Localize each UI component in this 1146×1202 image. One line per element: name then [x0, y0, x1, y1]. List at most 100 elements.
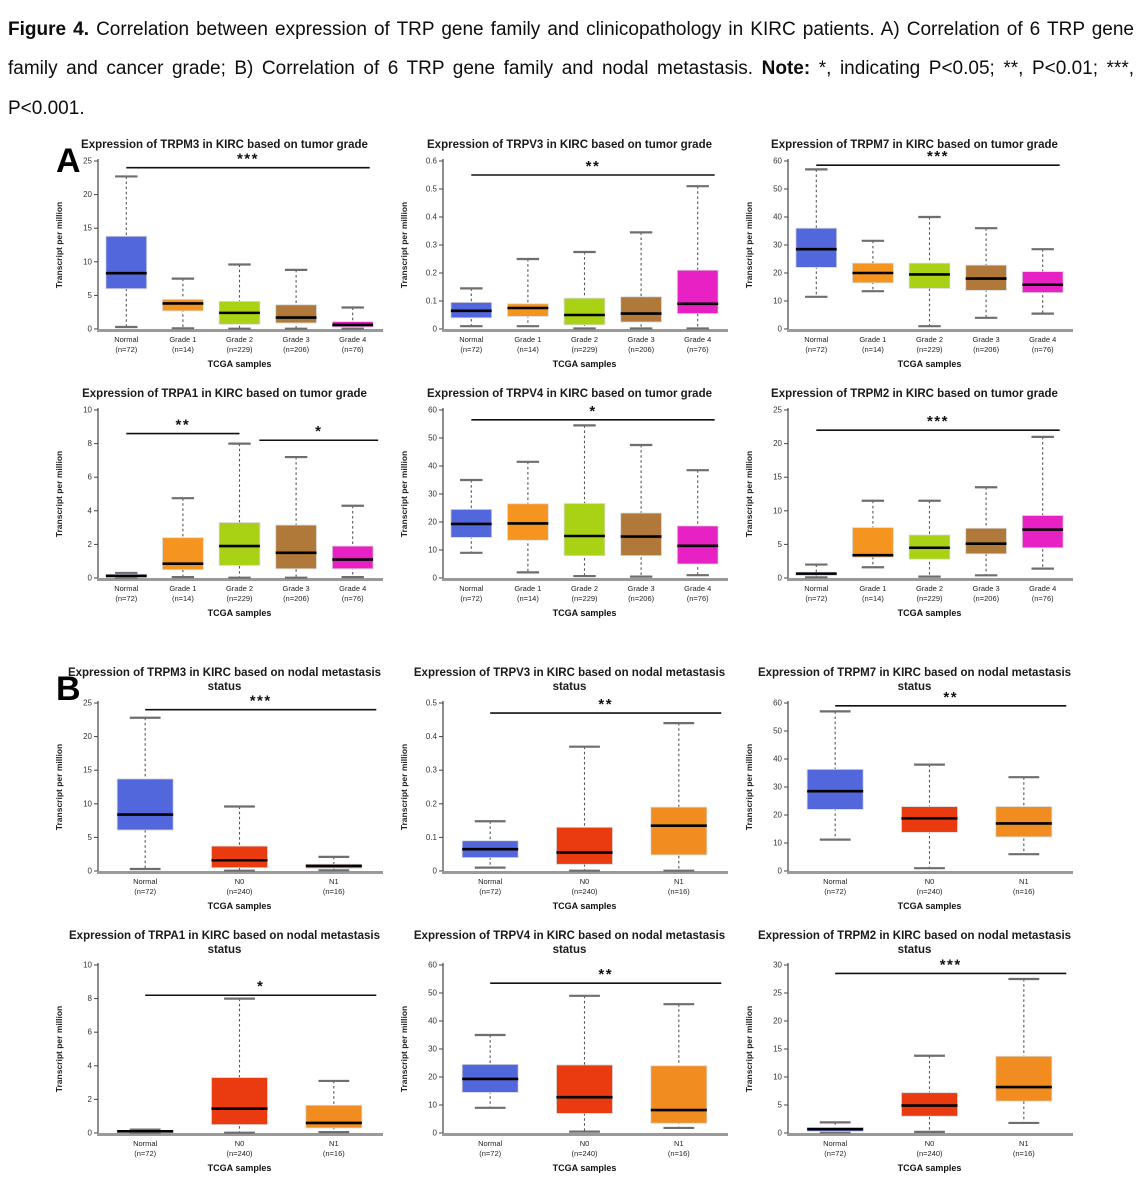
category-count: (n=206): [628, 594, 655, 603]
y-tick-label: 5: [88, 833, 93, 842]
category-label: Grade 4: [339, 335, 366, 344]
category-count: (n=16): [1013, 1149, 1035, 1158]
y-tick-label: 10: [428, 545, 437, 554]
category-count: (n=240): [916, 1149, 943, 1158]
significance-stars: ***: [250, 692, 272, 709]
y-tick-label: 30: [428, 1045, 437, 1054]
category-label: N1: [329, 877, 339, 886]
significance-stars: *: [589, 403, 596, 420]
category-count: (n=206): [283, 345, 310, 354]
category-label: Grade 1: [514, 335, 541, 344]
y-axis-label: Transcript per million: [744, 744, 754, 830]
chart-trpv4-nodal: Expression of TRPV4 in KIRC based on nod…: [397, 929, 742, 1178]
significance-stars: **: [586, 158, 601, 175]
y-tick-label: 0.5: [426, 698, 438, 707]
chart-trpm3-nodal: Expression of TRPM3 in KIRC based on nod…: [52, 666, 397, 915]
figure-caption-note-body: *, indicating P<0.05; **, P<0.01; ***, P…: [8, 58, 1134, 119]
box: [507, 303, 549, 317]
category-count: (n=206): [973, 345, 1000, 354]
y-tick-label: 0.2: [426, 799, 438, 808]
y-tick-label: 0.3: [426, 765, 438, 774]
boxplot-canvas: 0 2 4 6 8 10 Transcript per million Normal(n=72…: [54, 405, 383, 618]
figure-caption: Figure 4. Correlation between expression…: [0, 0, 1144, 128]
y-tick-label: 15: [773, 473, 782, 482]
y-tick-label: 25: [773, 405, 782, 414]
category-label: Grade 3: [973, 584, 1000, 593]
y-tick-label: 15: [83, 765, 92, 774]
y-tick-label: 0.6: [426, 156, 438, 165]
y-tick-label: 30: [773, 961, 782, 970]
boxplot-canvas: 0 5 10 15 20 25 30 Transcript per million Normal…: [744, 957, 1073, 1173]
chart-trpm7-nodal: Expression of TRPM7 in KIRC based on nod…: [742, 666, 1087, 915]
chart-trpv3-grade: Expression of TRPV3 in KIRC based on tum…: [397, 138, 742, 373]
category-count: (n=14): [862, 345, 884, 354]
y-tick-label: 60: [428, 961, 437, 970]
y-tick-label: 10: [428, 1101, 437, 1110]
x-axis-label: TCGA samples: [553, 901, 617, 911]
x-axis-label: TCGA samples: [208, 1163, 272, 1173]
category-count: (n=72): [479, 1149, 501, 1158]
category-label: Grade 1: [859, 335, 886, 344]
y-tick-label: 25: [83, 698, 92, 707]
category-count: (n=72): [134, 887, 156, 896]
y-axis-label: Transcript per million: [54, 202, 64, 288]
y-tick-label: 2: [88, 1095, 93, 1104]
chart-trpa1-nodal: Expression of TRPA1 in KIRC based on nod…: [52, 929, 397, 1178]
y-tick-label: 40: [428, 1017, 437, 1026]
category-count: (n=16): [668, 1149, 690, 1158]
category-count: (n=72): [824, 887, 846, 896]
box: [116, 778, 174, 831]
y-tick-label: 0: [433, 573, 438, 582]
y-tick-label: 10: [83, 257, 92, 266]
significance-stars: **: [598, 696, 613, 713]
category-label: Grade 2: [571, 584, 598, 593]
y-tick-label: 0: [778, 866, 783, 875]
panel-A: A Expression of TRPM3 in KIRC based on t…: [0, 138, 1146, 622]
box: [331, 545, 374, 570]
category-label: N1: [1019, 1139, 1029, 1148]
box: [676, 269, 719, 314]
box: [1021, 515, 1064, 549]
y-tick-label: 0: [433, 1129, 438, 1138]
category-label: Normal: [459, 335, 484, 344]
category-count: (n=229): [571, 345, 598, 354]
y-tick-label: 0.4: [426, 212, 438, 221]
category-count: (n=72): [805, 594, 827, 603]
category-count: (n=14): [172, 345, 194, 354]
y-tick-label: 0: [778, 324, 783, 333]
box: [995, 805, 1053, 837]
category-count: (n=229): [226, 345, 253, 354]
category-label: Normal: [478, 877, 503, 886]
x-axis-label: TCGA samples: [208, 901, 272, 911]
box: [218, 522, 261, 566]
panel-a-label: A: [56, 141, 81, 180]
box: [1021, 271, 1064, 293]
y-tick-label: 20: [83, 190, 92, 199]
y-axis-label: Transcript per million: [399, 744, 409, 830]
boxplot-canvas: 0 10 20 30 40 50 60 Transcript per million Norma…: [744, 689, 1073, 911]
category-label: Normal: [823, 1139, 848, 1148]
chart-title: Expression of TRPM7 in KIRC based on nod…: [757, 666, 1072, 694]
y-tick-label: 60: [773, 698, 782, 707]
box: [211, 845, 268, 868]
category-count: (n=14): [172, 594, 194, 603]
chart-title: Expression of TRPV4 in KIRC based on nod…: [413, 929, 726, 957]
y-tick-label: 5: [778, 540, 783, 549]
figure-caption-note-label: Note:: [761, 58, 811, 80]
y-tick-label: 50: [428, 989, 437, 998]
category-count: (n=72): [115, 594, 137, 603]
category-label: Normal: [459, 584, 484, 593]
y-axis-label: Transcript per million: [399, 202, 409, 288]
category-label: Grade 2: [226, 335, 253, 344]
y-tick-label: 30: [428, 489, 437, 498]
y-tick-label: 10: [83, 799, 92, 808]
category-label: N1: [329, 1139, 339, 1148]
category-label: Grade 1: [169, 335, 196, 344]
category-label: Normal: [804, 584, 829, 593]
chart-title: Expression of TRPA1 in KIRC based on tum…: [82, 387, 367, 400]
y-tick-label: 0: [433, 324, 438, 333]
box: [305, 1105, 363, 1129]
category-count: (n=16): [323, 887, 345, 896]
category-count: (n=240): [226, 887, 253, 896]
